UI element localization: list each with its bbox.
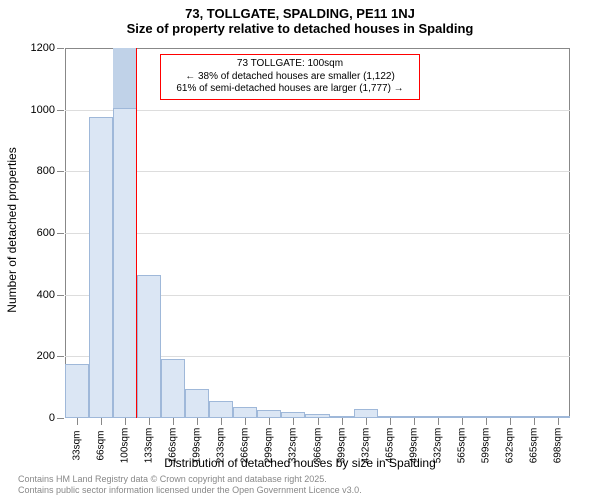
footer: Contains HM Land Registry data © Crown c… <box>18 474 362 496</box>
y-tick <box>57 48 64 49</box>
grid-line <box>65 171 570 172</box>
y-tick-label: 600 <box>37 227 55 239</box>
plot-area: 02004006008001000120033sqm66sqm100sqm133… <box>65 48 570 418</box>
x-tick <box>77 418 78 425</box>
x-tick <box>221 418 222 425</box>
x-tick-label: 33sqm <box>72 430 83 460</box>
bar <box>257 410 281 418</box>
y-tick-label: 1000 <box>31 104 55 116</box>
bar <box>209 401 233 418</box>
x-tick-label: 66sqm <box>96 430 107 460</box>
x-tick-label: 698sqm <box>552 428 563 464</box>
x-tick <box>293 418 294 425</box>
x-tick <box>318 418 319 425</box>
bar <box>161 359 185 418</box>
y-tick-label: 1200 <box>31 42 55 54</box>
y-tick-label: 200 <box>37 350 55 362</box>
x-tick <box>534 418 535 425</box>
y-tick-label: 0 <box>49 412 55 424</box>
annotation-line: 73 TOLLGATE: 100sqm <box>167 58 413 71</box>
x-tick <box>101 418 102 425</box>
marker-line <box>136 48 137 418</box>
y-tick-label: 400 <box>37 289 55 301</box>
x-tick <box>558 418 559 425</box>
x-tick <box>269 418 270 425</box>
y-tick <box>57 356 64 357</box>
y-axis-title: Number of detached properties <box>5 147 19 312</box>
grid-line <box>65 233 570 234</box>
x-tick <box>149 418 150 425</box>
x-tick <box>173 418 174 425</box>
bar <box>113 108 137 418</box>
bar <box>185 389 209 418</box>
x-tick-label: 133sqm <box>144 428 155 464</box>
x-axis-title: Distribution of detached houses by size … <box>164 456 436 470</box>
y-tick <box>57 418 64 419</box>
annotation-box: 73 TOLLGATE: 100sqm← 38% of detached hou… <box>160 54 420 100</box>
bar <box>137 275 161 418</box>
x-tick-label: 665sqm <box>528 428 539 464</box>
y-tick-label: 800 <box>37 165 55 177</box>
y-tick <box>57 110 64 111</box>
title-main: 73, TOLLGATE, SPALDING, PE11 1NJ <box>0 0 600 21</box>
x-tick <box>390 418 391 425</box>
bar <box>354 409 378 418</box>
chart-container: 73, TOLLGATE, SPALDING, PE11 1NJ Size of… <box>0 0 600 500</box>
annotation-line: 61% of semi-detached houses are larger (… <box>167 83 413 96</box>
x-tick <box>125 418 126 425</box>
bar <box>65 364 89 418</box>
y-tick <box>57 171 64 172</box>
y-tick <box>57 295 64 296</box>
x-tick <box>245 418 246 425</box>
x-tick <box>486 418 487 425</box>
title-sub: Size of property relative to detached ho… <box>0 21 600 40</box>
x-tick <box>510 418 511 425</box>
x-tick-label: 632sqm <box>504 428 515 464</box>
x-tick <box>462 418 463 425</box>
x-tick <box>414 418 415 425</box>
x-tick <box>197 418 198 425</box>
x-tick <box>366 418 367 425</box>
x-tick <box>342 418 343 425</box>
x-tick-label: 565sqm <box>456 428 467 464</box>
bar <box>89 117 113 418</box>
x-tick-label: 100sqm <box>120 428 131 464</box>
annotation-line: ← 38% of detached houses are smaller (1,… <box>167 71 413 84</box>
grid-line <box>65 110 570 111</box>
bar <box>233 407 257 418</box>
x-tick-label: 599sqm <box>480 428 491 464</box>
x-tick <box>438 418 439 425</box>
footer-line-1: Contains HM Land Registry data © Crown c… <box>18 474 362 485</box>
y-tick <box>57 233 64 234</box>
footer-line-2: Contains public sector information licen… <box>18 485 362 496</box>
